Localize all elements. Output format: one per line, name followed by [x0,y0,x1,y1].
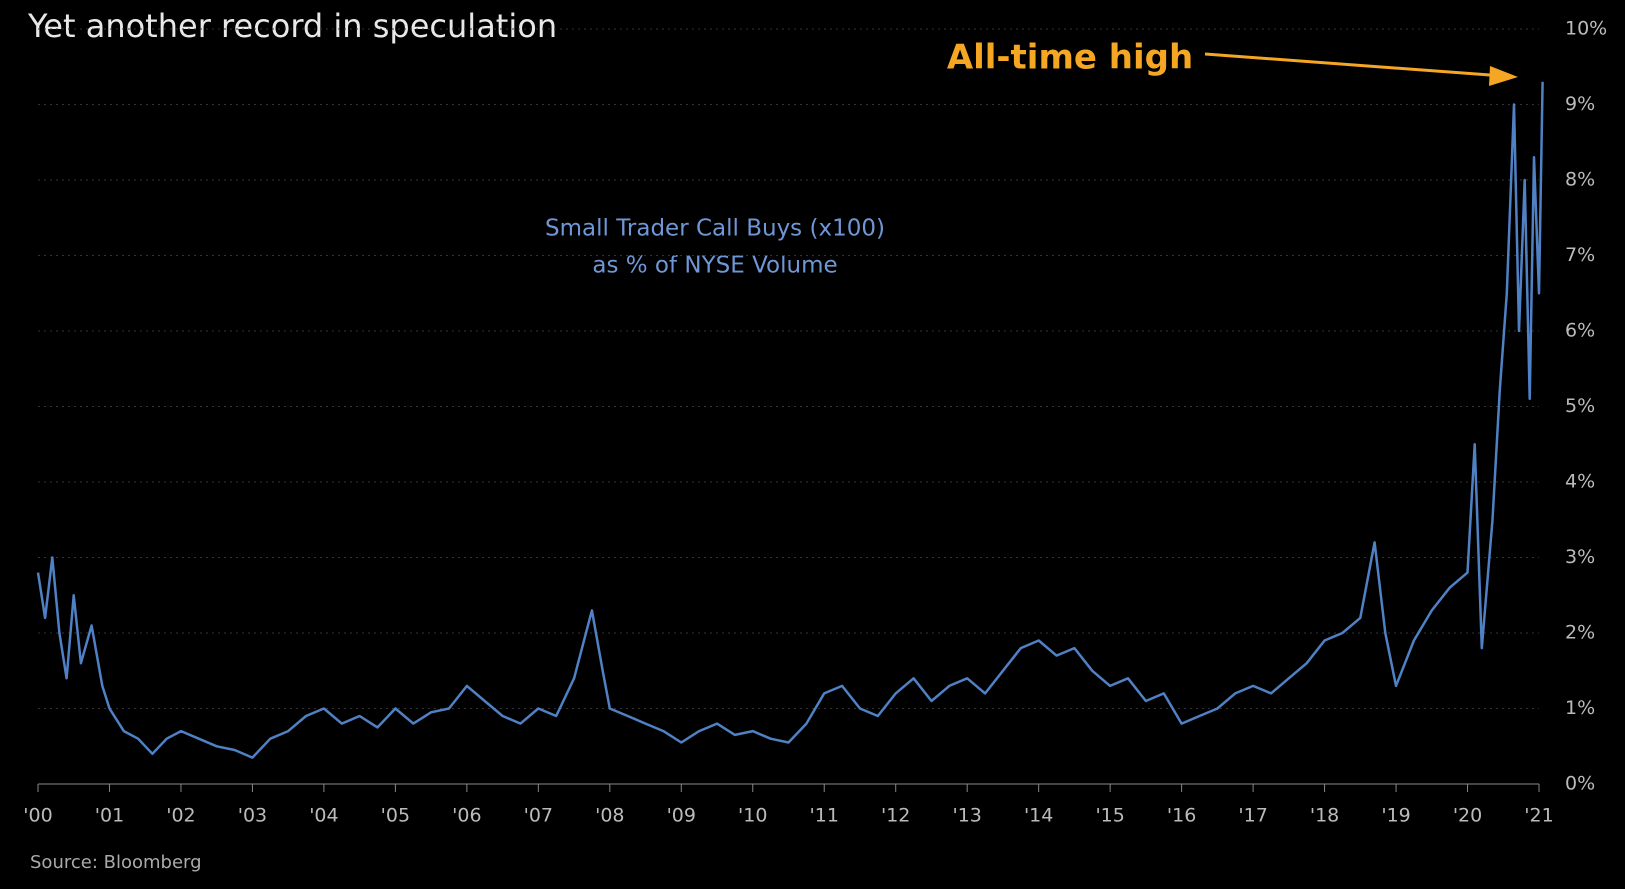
x-tick-label: '02 [166,805,195,827]
chart-title: Yet another record in speculation [27,7,557,45]
x-tick-label: '14 [1024,805,1053,827]
y-tick-label: 9% [1565,93,1595,115]
x-tick-label: '11 [810,805,839,827]
y-tick-label: 10% [1565,18,1607,40]
y-tick-label: 7% [1565,244,1595,266]
x-tick-label: '15 [1095,805,1124,827]
x-tick-label: '21 [1524,805,1553,827]
y-tick-label: 4% [1565,471,1595,493]
y-tick-label: 3% [1565,546,1595,568]
x-tick-label: '07 [524,805,553,827]
x-tick-label: '10 [738,805,767,827]
annotation: All-time high [947,38,1193,78]
x-tick-label: '19 [1381,805,1410,827]
x-tick-label: '06 [452,805,481,827]
data-line [36,81,1544,759]
source: Source: Bloomberg [30,852,202,873]
y-tick-label: 5% [1565,395,1595,417]
annotation-arrowhead [1489,66,1518,86]
y-tick-label: 2% [1565,622,1595,644]
x-tick-label: '12 [881,805,910,827]
x-tick-label: '03 [238,805,267,827]
x-tick-label: '08 [595,805,624,827]
x-tick-label: '09 [667,805,696,827]
x-tick-label: '17 [1238,805,1267,827]
x-tick-label: '04 [309,805,338,827]
x-tick-label: '13 [952,805,981,827]
series-label: as % of NYSE Volume [592,253,837,279]
annotation-arrow [1204,52,1491,77]
y-tick-label: 1% [1565,697,1595,719]
y-tick-label: 8% [1565,169,1595,191]
y-tick-label: 6% [1565,320,1595,342]
x-tick-label: '05 [381,805,410,827]
series-label: Small Trader Call Buys (x100) [545,216,885,242]
y-tick-label: 0% [1565,773,1595,795]
x-tick-label: '20 [1453,805,1482,827]
x-tick-label: '01 [95,805,124,827]
x-tick-label: '16 [1167,805,1196,827]
x-tick-label: '00 [23,805,52,827]
x-tick-label: '18 [1310,805,1339,827]
